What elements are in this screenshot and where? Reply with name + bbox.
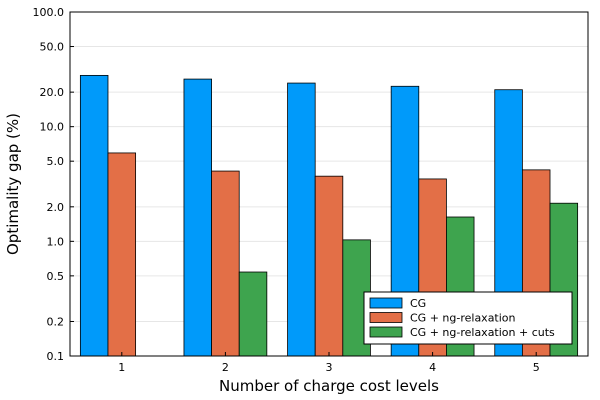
- y-tick-label: 100.0: [33, 6, 65, 19]
- bar-series1-cat2: [314, 175, 344, 357]
- x-tick-label: 4: [429, 361, 436, 374]
- x-tick-label: 5: [533, 361, 540, 374]
- y-tick-label: 20.0: [40, 86, 65, 99]
- x-axis-ticks: 1 2 3 4 5: [118, 352, 540, 374]
- bar-series0-cat1: [183, 78, 212, 357]
- bar-series1-cat0: [107, 152, 137, 357]
- y-axis-ticks: 0.1 0.2 0.5 1.0 2.0 5.0 10.0 20.0 50.0 100.0: [33, 6, 74, 363]
- bar-series0-cat2: [287, 82, 316, 357]
- y-axis-label: Optimality gap (%): [4, 113, 22, 255]
- x-tick-label: 3: [326, 361, 333, 374]
- y-tick-label: 0.2: [47, 315, 65, 328]
- x-tick-label: 1: [118, 361, 125, 374]
- legend-swatch: [369, 312, 403, 323]
- y-tick-label: 0.5: [47, 270, 65, 283]
- legend-label: CG: [410, 297, 426, 310]
- x-tick-label: 2: [222, 361, 229, 374]
- y-tick-label: 50.0: [40, 41, 65, 54]
- x-axis-label: Number of charge cost levels: [219, 377, 439, 395]
- y-tick-label: 10.0: [40, 121, 65, 134]
- bar-series1-cat1: [211, 170, 240, 357]
- y-tick-label: 2.0: [47, 201, 65, 214]
- legend-swatch: [369, 326, 403, 338]
- y-tick-label: 1.0: [47, 235, 65, 248]
- legend-label: CG + ng-relaxation: [410, 312, 516, 325]
- bar-series2-cat1: [238, 271, 268, 357]
- legend-label: CG + ng-relaxation + cuts: [410, 326, 555, 339]
- y-tick-label: 5.0: [47, 155, 65, 168]
- bar-series0-cat0: [79, 74, 109, 357]
- y-tick-label: 0.1: [47, 350, 65, 363]
- legend-swatch: [369, 297, 403, 309]
